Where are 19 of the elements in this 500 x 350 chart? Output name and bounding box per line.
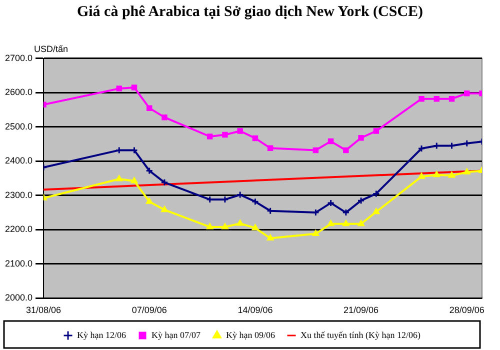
y-axis-title: USD/tấn bbox=[34, 44, 68, 54]
legend-label: Kỳ hạn 09/06 bbox=[226, 330, 276, 340]
y-tick-label: 2400.0 bbox=[4, 156, 33, 166]
y-tick-label: 2600.0 bbox=[4, 87, 33, 98]
chart-title: Giá cà phê Arabica tại Sở giao dịch New York (CSCE) bbox=[76, 4, 424, 21]
x-tick-label: 28/09/06 bbox=[449, 305, 484, 316]
y-tick-label: 2700.0 bbox=[4, 52, 33, 63]
y-tick-label: 2100.0 bbox=[4, 258, 33, 268]
x-tick-label: 14/09/06 bbox=[238, 305, 273, 316]
legend-label: Kỳ hạn 12/06 bbox=[77, 330, 127, 340]
y-tick-label: 2200.0 bbox=[4, 224, 33, 234]
legend-label: Xu thế tuyến tính (Kỳ hạn 12/06) bbox=[300, 330, 420, 340]
x-tick-label: 21/09/06 bbox=[344, 305, 379, 316]
y-tick-label: 2500.0 bbox=[4, 121, 33, 132]
y-tick-label: 2300.0 bbox=[4, 190, 33, 200]
legend-label: Kỳ hạn 07/07 bbox=[152, 330, 202, 340]
x-tick-label: 07/09/06 bbox=[132, 305, 167, 316]
y-tick-label: 2000.0 bbox=[4, 292, 33, 303]
x-tick-label: 31/08/06 bbox=[26, 305, 62, 316]
